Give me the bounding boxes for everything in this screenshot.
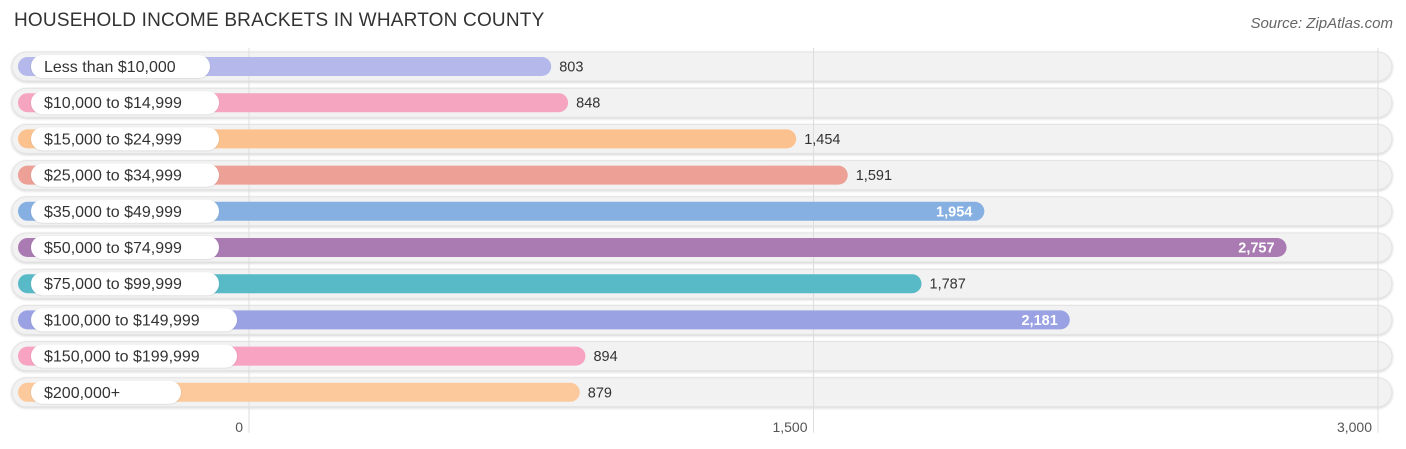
bar-group: $200,000+ 879 (18, 380, 612, 404)
bar (18, 238, 1287, 257)
x-tick-label: 0 (235, 419, 243, 435)
category-label: $10,000 to $14,999 (44, 95, 182, 112)
category-pill (31, 380, 181, 404)
category-pill (31, 163, 219, 187)
category-pill (31, 344, 237, 368)
category-label: $100,000 to $149,999 (44, 312, 200, 329)
category-pill (31, 55, 210, 78)
category-pill (31, 236, 219, 259)
category-pill (31, 199, 219, 223)
category-label: $200,000+ (44, 385, 120, 402)
value-label: 894 (593, 349, 617, 365)
category-pill (31, 91, 219, 115)
category-pill (31, 272, 219, 296)
category-label: $35,000 to $49,999 (44, 204, 182, 221)
x-tick-label: 1,500 (772, 419, 807, 435)
bar (18, 274, 922, 294)
bar-group: $50,000 to $74,999 2,757 (18, 236, 1287, 259)
category-label: $25,000 to $34,999 (44, 168, 182, 185)
value-label: 2,757 (1238, 241, 1274, 257)
bar-group: $100,000 to $149,999 2,181 (18, 308, 1070, 332)
value-label: 1,454 (804, 132, 840, 148)
bar-group: Less than $10,000 803 (18, 55, 583, 78)
bars: Less than $10,000 803 $10,000 to $14,999 84… (18, 55, 1287, 404)
bar-group: $150,000 to $199,999 894 (18, 344, 618, 368)
category-label: $50,000 to $74,999 (44, 240, 182, 257)
category-pill (31, 308, 237, 332)
bar-group: $75,000 to $99,999 1,787 (18, 272, 966, 296)
category-label: $15,000 to $24,999 (44, 131, 182, 148)
bar-group: $10,000 to $14,999 848 (18, 91, 600, 115)
value-label: 1,954 (936, 204, 972, 220)
bar-group: $15,000 to $24,999 1,454 (18, 127, 840, 151)
category-label: Less than $10,000 (44, 59, 176, 76)
value-label: 879 (588, 385, 612, 401)
category-label: $75,000 to $99,999 (44, 276, 182, 293)
bar (18, 310, 1070, 330)
bar (18, 165, 848, 185)
chart-source: Source: ZipAtlas.com (1250, 15, 1393, 32)
value-label: 848 (576, 96, 600, 112)
x-tick-label: 3,000 (1337, 419, 1372, 435)
value-label: 1,787 (930, 277, 966, 293)
bar-group: $35,000 to $49,999 1,954 (18, 199, 985, 223)
value-label: 803 (559, 60, 583, 76)
category-pill (31, 127, 219, 151)
chart-title: HOUSEHOLD INCOME BRACKETS IN WHARTON COU… (14, 10, 545, 31)
bar (18, 201, 985, 221)
value-label: 1,591 (856, 168, 892, 184)
x-axis-ticks: 0 1,500 3,000 (235, 419, 1372, 435)
category-label: $150,000 to $199,999 (44, 349, 200, 366)
bar-group: $25,000 to $34,999 1,591 (18, 163, 892, 187)
value-label: 2,181 (1021, 313, 1057, 329)
